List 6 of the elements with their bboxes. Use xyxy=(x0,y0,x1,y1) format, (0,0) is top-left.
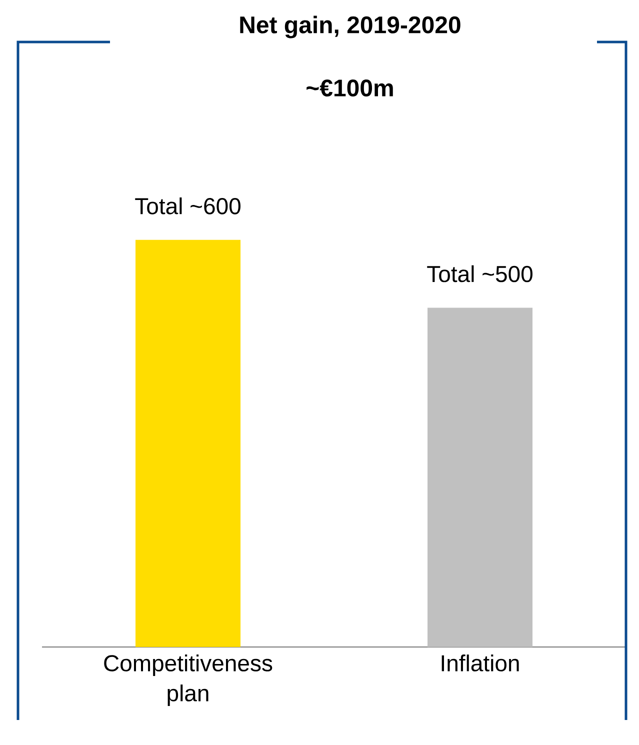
data-label: Total ~500 xyxy=(427,265,532,282)
x-tick-label: Competitiveness plan xyxy=(104,654,272,706)
x-tick-label: Inflation xyxy=(442,654,519,672)
chart-subtitle: ~€100m xyxy=(306,80,393,96)
data-label: Total ~600 xyxy=(135,197,240,214)
chart-title: Net gain, 2019-2020 xyxy=(240,16,460,38)
